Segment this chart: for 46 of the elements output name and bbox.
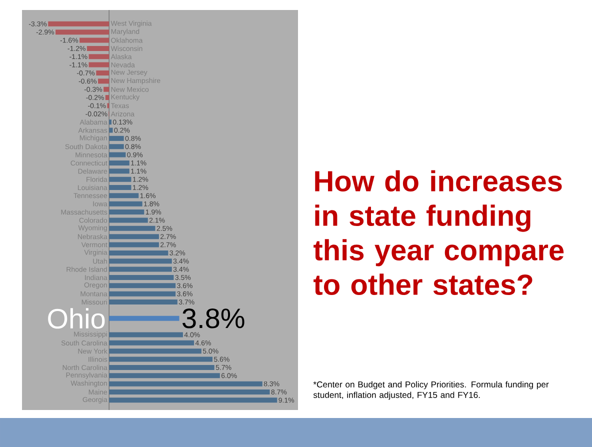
bar: [48, 21, 110, 26]
bar: [105, 95, 110, 100]
bar: [88, 62, 110, 68]
bar: [109, 160, 130, 166]
bar: [109, 176, 132, 182]
bar: [104, 86, 110, 92]
bar: [56, 30, 110, 35]
bar: [109, 398, 278, 403]
bar: [109, 364, 214, 370]
bar: [109, 144, 124, 150]
text: *Center on Budget and Policy Priorities. Formula funding per student, inflation adjusted, FY15 and FY16.: [313, 381, 549, 400]
bar: [96, 70, 110, 76]
bar: [109, 381, 262, 386]
bar: [109, 193, 139, 198]
bar: [109, 242, 159, 248]
bar: [109, 128, 113, 133]
bar: [109, 356, 213, 362]
bar: [109, 185, 132, 190]
bar: [109, 389, 270, 394]
bar: [109, 300, 178, 305]
bar: [109, 274, 174, 280]
bar: [109, 250, 168, 256]
bar: [109, 218, 148, 223]
bar: [109, 152, 126, 158]
bar: [109, 258, 172, 264]
bar: [109, 340, 194, 346]
bar: [109, 136, 124, 141]
bar: [88, 54, 110, 60]
bar: [109, 373, 220, 378]
bar: [86, 46, 110, 51]
bar: [109, 234, 159, 240]
bar: [109, 332, 183, 338]
bar: [109, 266, 172, 272]
bar: [80, 38, 110, 43]
bar: [109, 291, 176, 296]
bar: [109, 201, 142, 206]
annotation: 3.8%: [182, 308, 244, 328]
text: How do increases in state funding this year compare to other states?: [314, 170, 564, 295]
bar: [109, 168, 130, 174]
bar: [109, 226, 156, 231]
bar: [109, 210, 144, 215]
bar: [109, 283, 176, 288]
y-tick-label: Ohio: [48, 308, 105, 329]
bar: [109, 348, 202, 354]
bar: [98, 78, 110, 84]
bar: [109, 316, 180, 321]
